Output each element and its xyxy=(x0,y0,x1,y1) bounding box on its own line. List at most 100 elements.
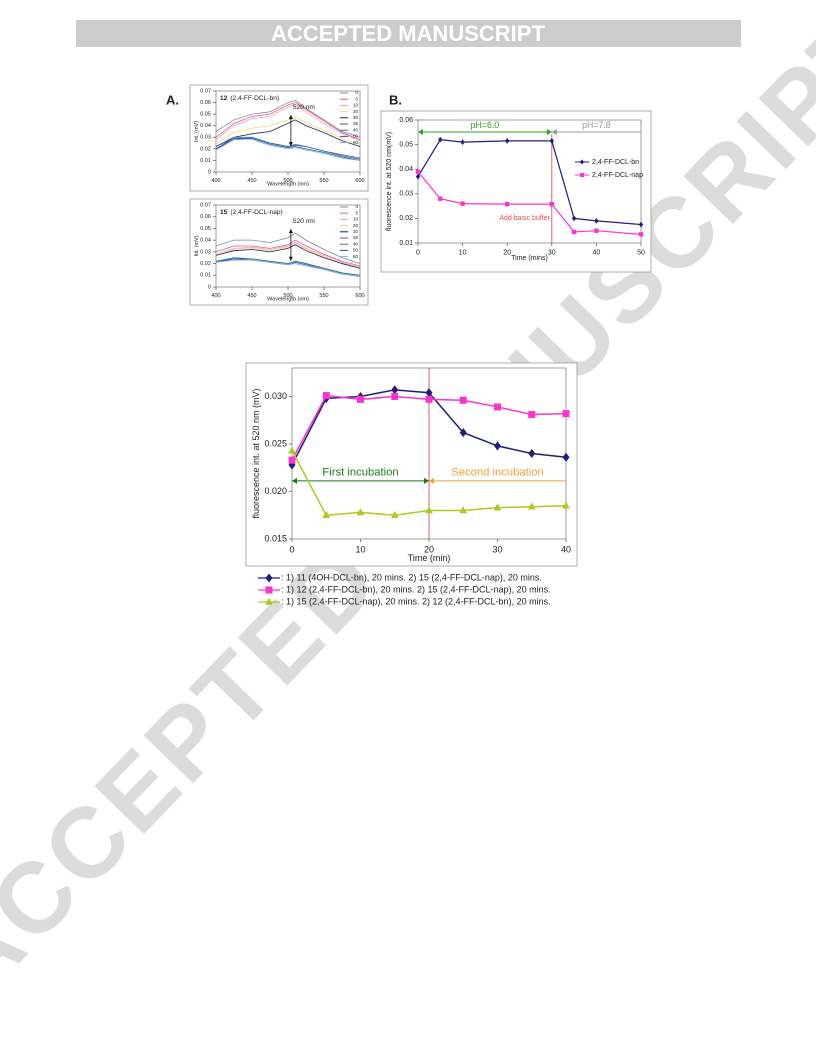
y-tick-label: 0.020 xyxy=(264,486,287,496)
marker xyxy=(562,452,570,462)
series-line xyxy=(215,243,361,269)
marker xyxy=(356,508,365,516)
marker xyxy=(391,393,399,400)
legend-label: : 1) 11 (4OH-DCL-bn), 20 mins. 2) 15 (2,… xyxy=(281,572,542,582)
annotation: 520 nm xyxy=(293,218,316,225)
y-tick-label: 0.03 xyxy=(200,135,211,141)
marker xyxy=(322,511,331,519)
x-axis-label: Wavelength (nm) xyxy=(267,182,309,188)
y-tick-label: 0.07 xyxy=(200,88,211,94)
arrow-head xyxy=(551,129,557,135)
x-tick-label: 550 xyxy=(319,293,328,299)
y-tick-label: 0.06 xyxy=(200,100,211,106)
marker xyxy=(580,159,584,165)
x-tick-label: 450 xyxy=(247,178,256,184)
x-tick-label: 40 xyxy=(561,545,571,555)
legend-label: 2,4-FF-DCL-nap xyxy=(592,172,643,179)
marker xyxy=(638,221,644,228)
marker xyxy=(438,196,443,201)
x-tick-label: 550 xyxy=(319,178,328,184)
marker xyxy=(425,388,433,398)
chart: 0.01 0.02 0.03 0.04 0.05 0.06 0 10 20 30 40 50 Time … xyxy=(380,110,652,273)
marker xyxy=(415,169,421,174)
y-tick-label: 0.03 xyxy=(399,191,413,198)
marker xyxy=(528,448,536,459)
legend-label: 20 xyxy=(353,109,359,114)
marker xyxy=(438,136,443,143)
marker xyxy=(460,139,465,145)
y-tick-label: 0.04 xyxy=(200,123,211,129)
marker xyxy=(571,229,577,235)
legend-label: 50 xyxy=(353,248,359,253)
chart-frame xyxy=(245,362,578,567)
marker xyxy=(357,395,364,403)
x-tick-label: 400 xyxy=(211,178,220,184)
series-line xyxy=(215,119,361,147)
marker xyxy=(638,232,644,237)
marker xyxy=(527,502,536,510)
series-line xyxy=(215,102,361,140)
y-axis-label: Int. (mV) xyxy=(194,121,200,142)
x-tick-label: 600 xyxy=(355,293,364,299)
x-axis-label: Time (min) xyxy=(408,553,451,563)
legend-label: 30 xyxy=(353,115,359,120)
y-tick-label: 0.025 xyxy=(264,438,287,448)
marker xyxy=(265,573,273,583)
arrow-head xyxy=(424,477,429,484)
x-tick-label: 400 xyxy=(211,293,220,299)
span-label: pH=6.0 xyxy=(471,120,500,130)
series-line xyxy=(417,171,642,235)
legend-label: 0 xyxy=(355,90,358,95)
legend-label: 5 xyxy=(355,210,358,215)
marker xyxy=(460,201,465,206)
y-tick-label: 0 xyxy=(208,169,211,175)
legend-label: 35 xyxy=(353,121,359,126)
y-tick-label: 0.05 xyxy=(399,141,413,148)
marker xyxy=(549,201,554,207)
arrow-head xyxy=(288,115,293,119)
legend-label: 40 xyxy=(353,241,359,246)
marker xyxy=(425,395,433,403)
y-tick-label: 0.07 xyxy=(200,202,211,208)
legend-label: 5 xyxy=(355,96,358,101)
marker xyxy=(494,441,501,451)
arrow-head xyxy=(288,229,293,233)
legend-label: 0 xyxy=(355,204,358,209)
legend-label: 60 xyxy=(353,140,359,145)
legend-label: 50 xyxy=(353,134,359,139)
y-tick-label: 0.02 xyxy=(200,261,211,267)
legend-label: 2,4-FF-DCL-bn xyxy=(592,159,639,166)
arrow-head xyxy=(288,142,293,147)
marker xyxy=(580,173,584,177)
compound-number: 12 xyxy=(220,95,228,102)
series-line xyxy=(215,139,361,161)
x-tick-label: 30 xyxy=(492,545,502,555)
event-label: Add basic buffer xyxy=(499,215,550,222)
x-axis-label: Wavelength (nm) xyxy=(267,297,309,303)
compound-name: (2,4-FF-DCL-bn) xyxy=(230,95,279,102)
y-tick-label: 0.01 xyxy=(399,240,413,247)
marker xyxy=(459,506,468,514)
legend-label: 60 xyxy=(353,254,359,259)
y-tick-label: 0.05 xyxy=(200,112,211,118)
annotation: 520 nm xyxy=(293,104,316,111)
marker xyxy=(265,586,273,594)
span-label: Second incubation xyxy=(451,467,544,479)
marker xyxy=(415,173,421,180)
x-tick-label: 450 xyxy=(247,293,256,299)
y-axis-label: Int. (mV) xyxy=(194,235,200,256)
y-tick-label: 0.02 xyxy=(399,215,413,222)
chart-title: 15 (2,4-FF-DCL-nap) xyxy=(220,209,283,216)
panel-label: A. xyxy=(166,92,179,107)
marker xyxy=(549,138,554,144)
marker xyxy=(390,511,399,519)
legend-label: 40 xyxy=(353,127,359,132)
y-tick-label: 0.04 xyxy=(200,238,211,244)
marker xyxy=(528,411,536,419)
series-line xyxy=(215,239,361,267)
x-axis-label: Time (mins) xyxy=(511,255,548,262)
